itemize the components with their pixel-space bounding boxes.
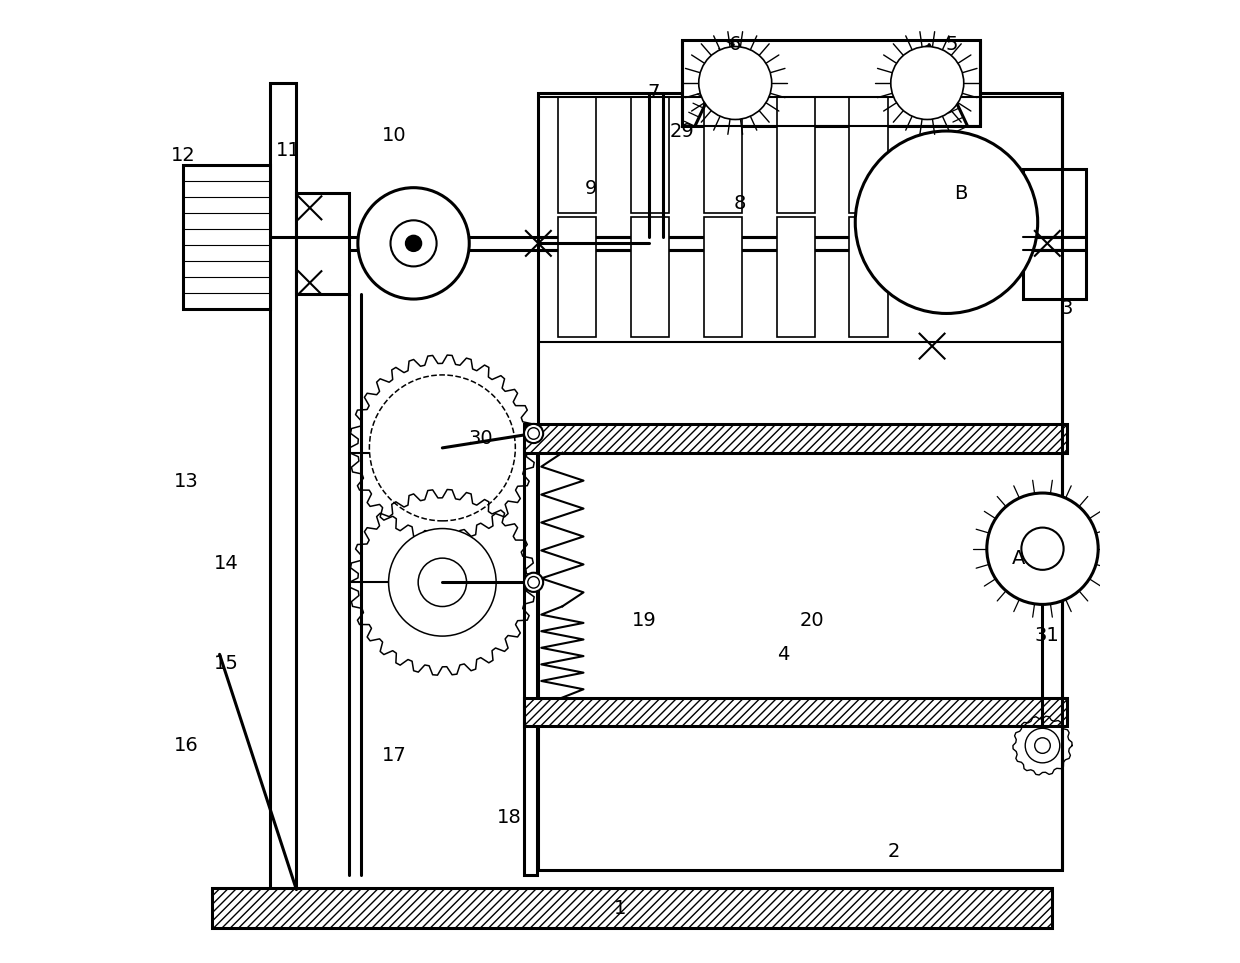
Text: 5: 5 bbox=[945, 35, 957, 54]
Text: 1: 1 bbox=[614, 899, 626, 919]
Text: 3: 3 bbox=[1060, 299, 1073, 318]
Bar bbox=[558, 97, 596, 213]
Bar bbox=[269, 83, 296, 890]
Text: 7: 7 bbox=[647, 83, 660, 102]
Circle shape bbox=[698, 46, 771, 119]
Text: 11: 11 bbox=[277, 141, 301, 160]
Text: 19: 19 bbox=[631, 612, 656, 630]
Circle shape bbox=[528, 428, 539, 439]
Text: 17: 17 bbox=[382, 745, 407, 765]
Circle shape bbox=[525, 424, 543, 443]
Bar bbox=[703, 218, 742, 337]
Bar bbox=[776, 97, 815, 213]
Text: 4: 4 bbox=[777, 645, 790, 664]
Text: 15: 15 bbox=[213, 655, 239, 673]
Circle shape bbox=[1022, 528, 1064, 570]
Text: 8: 8 bbox=[734, 194, 746, 213]
Bar bbox=[1023, 169, 1086, 299]
Circle shape bbox=[418, 559, 466, 607]
Circle shape bbox=[890, 46, 963, 119]
Circle shape bbox=[525, 573, 543, 592]
Circle shape bbox=[528, 577, 539, 588]
Text: 31: 31 bbox=[1035, 626, 1060, 644]
Bar bbox=[296, 194, 350, 295]
Text: A: A bbox=[1012, 549, 1025, 568]
Text: 20: 20 bbox=[800, 612, 825, 630]
Circle shape bbox=[856, 131, 1038, 314]
Circle shape bbox=[405, 236, 422, 251]
Text: 14: 14 bbox=[215, 554, 238, 573]
Bar bbox=[631, 218, 668, 337]
Bar bbox=[525, 697, 1066, 726]
Bar bbox=[558, 218, 596, 337]
Bar bbox=[631, 97, 668, 213]
Text: 6: 6 bbox=[729, 35, 742, 54]
Circle shape bbox=[1034, 738, 1050, 753]
Circle shape bbox=[391, 221, 436, 267]
Circle shape bbox=[358, 188, 469, 299]
Text: B: B bbox=[955, 184, 967, 203]
Bar bbox=[525, 424, 1066, 453]
Bar bbox=[849, 218, 888, 337]
Text: 2: 2 bbox=[888, 842, 900, 861]
Text: 16: 16 bbox=[174, 736, 198, 755]
Bar bbox=[849, 97, 888, 213]
Bar bbox=[776, 218, 815, 337]
Bar bbox=[538, 92, 1061, 871]
Text: 13: 13 bbox=[174, 472, 198, 491]
Text: 10: 10 bbox=[382, 126, 407, 145]
Circle shape bbox=[370, 375, 516, 521]
Circle shape bbox=[388, 394, 496, 502]
Circle shape bbox=[388, 529, 496, 637]
Bar bbox=[525, 448, 537, 875]
Circle shape bbox=[418, 424, 466, 472]
Circle shape bbox=[987, 493, 1099, 605]
Bar bbox=[184, 165, 269, 309]
Text: 12: 12 bbox=[171, 145, 196, 165]
Text: 30: 30 bbox=[469, 429, 494, 448]
Text: 29: 29 bbox=[670, 121, 694, 141]
Text: 9: 9 bbox=[585, 179, 598, 198]
Bar bbox=[703, 97, 742, 213]
Circle shape bbox=[1025, 728, 1060, 763]
Text: 18: 18 bbox=[497, 808, 522, 827]
Bar bbox=[682, 39, 980, 126]
Bar bbox=[212, 888, 1052, 928]
